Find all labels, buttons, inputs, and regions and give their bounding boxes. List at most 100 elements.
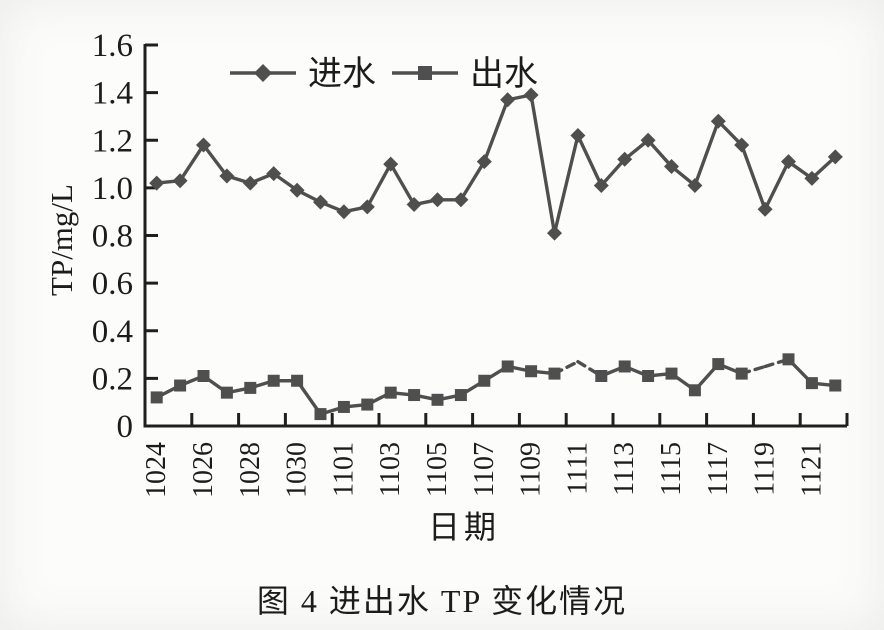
x-tick-label: 1121 [796, 442, 827, 497]
x-tick-label: 1117 [703, 442, 734, 496]
square-marker [197, 369, 210, 382]
tp-line-chart: 0 0.2 0.4 0.6 0.8 1.0 1.2 1.4 1.6 1024 1026 1028 103… [44, 28, 849, 545]
diamond-marker [570, 127, 586, 143]
square-marker [478, 374, 491, 387]
diamond-marker [266, 166, 282, 182]
x-tick-label: 1030 [282, 442, 313, 498]
diamond-marker [593, 177, 609, 193]
y-tick-label: 0 [117, 409, 134, 445]
diamond-marker [523, 87, 539, 103]
y-axis-title: TP/mg/L [44, 184, 79, 296]
series-segment [389, 162, 416, 207]
square-marker [782, 353, 795, 366]
series-segment [178, 143, 206, 183]
diamond-marker [196, 137, 211, 153]
x-tick-label: 1024 [141, 442, 172, 498]
series-segment [693, 119, 720, 188]
diamond-marker [710, 113, 726, 129]
square-marker [174, 379, 187, 392]
diamond-marker [453, 192, 469, 208]
legend-label: 出水 [470, 55, 538, 93]
square-marker [595, 369, 608, 382]
square-marker [712, 358, 725, 371]
y-tick-label: 0.6 [92, 266, 133, 302]
square-marker [150, 391, 163, 404]
legend-square-icon [418, 66, 432, 80]
x-tick-label: 1026 [188, 442, 219, 498]
series-segment [716, 119, 744, 147]
diamond-marker [640, 132, 656, 148]
diamond-marker [359, 199, 375, 215]
x-tick-label: 1111 [562, 442, 593, 495]
y-tick-label: 0.2 [92, 361, 133, 397]
series-influent [149, 87, 843, 241]
square-marker [244, 381, 257, 394]
legend: 进水 出水 [230, 55, 538, 93]
diamond-marker [242, 175, 258, 191]
diamond-marker [336, 204, 352, 220]
y-tick-label: 1.0 [92, 171, 133, 207]
diamond-marker [687, 177, 703, 193]
x-tick-label: 1109 [516, 442, 547, 497]
square-marker [548, 367, 561, 380]
square-marker [735, 367, 748, 380]
series-segment [576, 133, 603, 188]
x-axis-title: 日期 [428, 509, 500, 545]
x-tick-label: 1103 [375, 442, 406, 497]
x-tick-label: 1028 [235, 442, 266, 498]
series-segment [482, 98, 510, 164]
diamond-marker [734, 137, 750, 153]
y-tick-label: 0.4 [92, 314, 133, 350]
diamond-marker [289, 182, 305, 198]
series-segment [201, 143, 229, 178]
series-segment [365, 162, 393, 209]
diamond-marker [149, 175, 165, 191]
square-marker [829, 379, 842, 392]
diamond-marker [781, 154, 796, 170]
series-segment [459, 159, 486, 202]
x-tick-label: 1101 [328, 442, 359, 497]
x-tick-label: 1119 [750, 442, 781, 496]
square-marker [454, 389, 467, 402]
square-marker [431, 393, 444, 406]
square-marker [805, 377, 818, 390]
diamond-marker [430, 192, 445, 208]
square-marker [314, 408, 327, 421]
diamond-marker [383, 156, 399, 172]
series-segment [529, 93, 557, 235]
square-marker [361, 398, 374, 411]
diamond-marker [827, 149, 843, 165]
x-tick-label: 1115 [656, 442, 687, 496]
y-tick-label: 1.2 [92, 123, 133, 159]
x-tick-label: 1107 [469, 442, 500, 497]
legend-label: 进水 [308, 56, 376, 93]
diamond-marker [664, 158, 679, 174]
square-marker [337, 400, 350, 413]
square-marker [267, 374, 280, 387]
figure-caption: 图 4 进出水 TP 变化情况 [256, 583, 628, 619]
diamond-marker [757, 201, 773, 217]
diamond-marker [476, 154, 492, 170]
y-tick-label: 0.8 [92, 219, 133, 255]
square-marker [642, 369, 655, 382]
diamond-marker [804, 170, 820, 186]
square-marker [291, 374, 304, 387]
square-marker [220, 386, 233, 399]
square-marker [665, 367, 678, 380]
square-marker [501, 360, 514, 373]
square-marker [408, 389, 421, 402]
series-segment [599, 157, 627, 188]
x-tick-label: 1105 [422, 442, 453, 497]
diamond-marker [406, 197, 422, 213]
diamond-marker [219, 168, 235, 184]
series-effluent [150, 353, 842, 421]
series-segment [552, 133, 580, 235]
square-marker [384, 386, 397, 399]
legend-diamond-icon [254, 64, 272, 82]
square-marker [525, 365, 538, 378]
y-tick-label: 1.4 [92, 76, 133, 112]
diamond-marker [172, 173, 188, 189]
diamond-marker [500, 92, 516, 108]
diamond-marker [617, 151, 633, 167]
square-marker [688, 384, 701, 397]
